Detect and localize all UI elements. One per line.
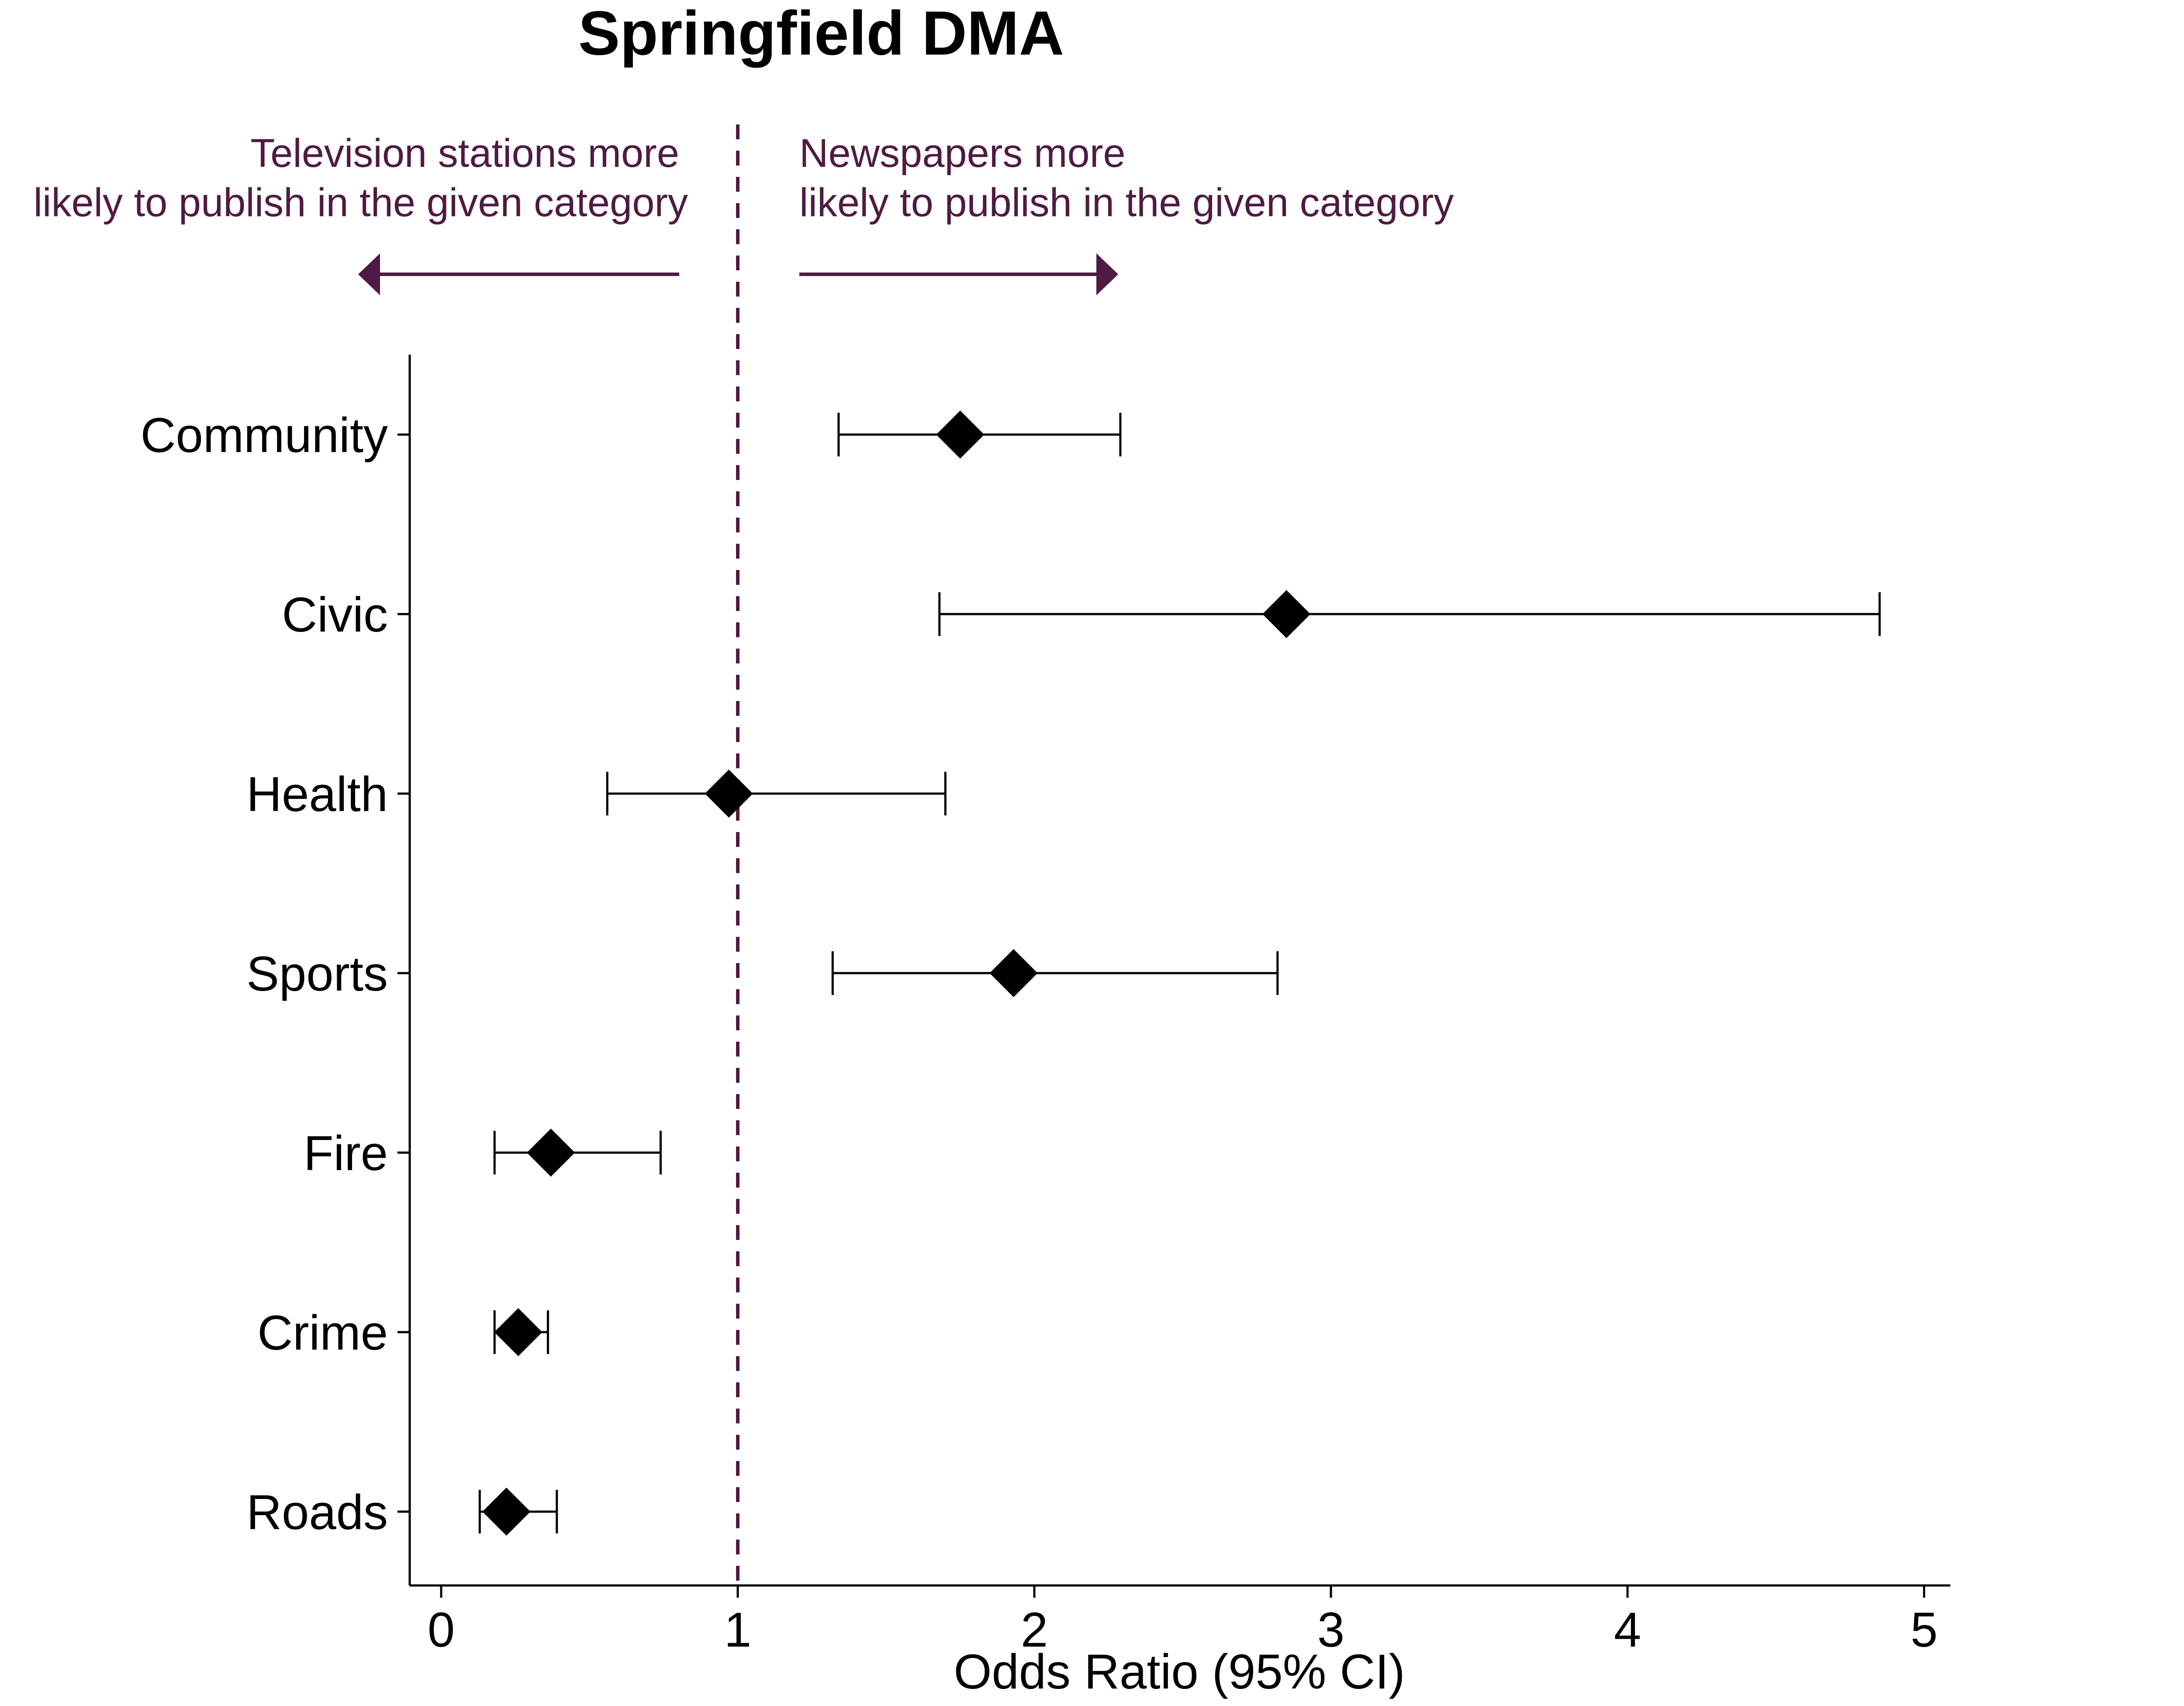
row-roads: Roads bbox=[246, 1485, 558, 1540]
row-health: Health bbox=[246, 767, 947, 822]
estimate-marker-civic bbox=[1262, 590, 1311, 638]
x-axis-label: Odds Ratio (95% CI) bbox=[954, 1644, 1405, 1699]
estimate-marker-crime bbox=[494, 1308, 543, 1356]
row-civic: Civic bbox=[282, 587, 1881, 642]
annotation-left-line-2: likely to publish in the given category bbox=[34, 180, 688, 225]
annotation-right: Newspapers more likely to publish in the… bbox=[799, 131, 1454, 295]
annotation-right-arrow-head bbox=[1096, 253, 1118, 295]
x-tick-label-2: 2 bbox=[1021, 1602, 1048, 1657]
estimate-marker-health bbox=[705, 770, 753, 818]
x-axis-ticks: 0 1 2 3 4 5 bbox=[428, 1585, 1938, 1657]
category-label-roads: Roads bbox=[246, 1485, 388, 1540]
data-rows: Community Civic Health Sports Fire Crime Roads bbox=[141, 408, 1881, 1540]
category-label-civic: Civic bbox=[282, 587, 388, 642]
x-tick-label-5: 5 bbox=[1911, 1602, 1938, 1657]
category-label-sports: Sports bbox=[246, 946, 388, 1001]
row-sports: Sports bbox=[246, 946, 1279, 1001]
x-tick-label-3: 3 bbox=[1317, 1602, 1344, 1657]
x-tick-label-4: 4 bbox=[1614, 1602, 1641, 1657]
row-fire: Fire bbox=[304, 1126, 662, 1181]
chart-title: Springfield DMA bbox=[578, 0, 1064, 68]
category-label-health: Health bbox=[246, 767, 388, 822]
estimate-marker-sports bbox=[989, 949, 1038, 997]
row-community: Community bbox=[141, 408, 1122, 463]
x-tick-label-1: 1 bbox=[724, 1602, 751, 1657]
estimate-marker-fire bbox=[527, 1129, 575, 1177]
annotation-right-line-1: Newspapers more bbox=[799, 131, 1126, 176]
category-label-community: Community bbox=[141, 408, 388, 463]
category-label-fire: Fire bbox=[304, 1126, 388, 1181]
category-label-crime: Crime bbox=[257, 1305, 388, 1360]
annotation-left-arrow-head bbox=[358, 253, 380, 295]
annotation-right-line-2: likely to publish in the given category bbox=[799, 180, 1454, 225]
annotation-left: Television stations more likely to publi… bbox=[34, 131, 688, 295]
x-tick-label-0: 0 bbox=[428, 1602, 455, 1657]
annotation-left-line-1: Television stations more bbox=[250, 131, 679, 176]
estimate-marker-roads bbox=[482, 1488, 531, 1536]
estimate-marker-community bbox=[936, 411, 985, 459]
row-crime: Crime bbox=[257, 1305, 549, 1360]
